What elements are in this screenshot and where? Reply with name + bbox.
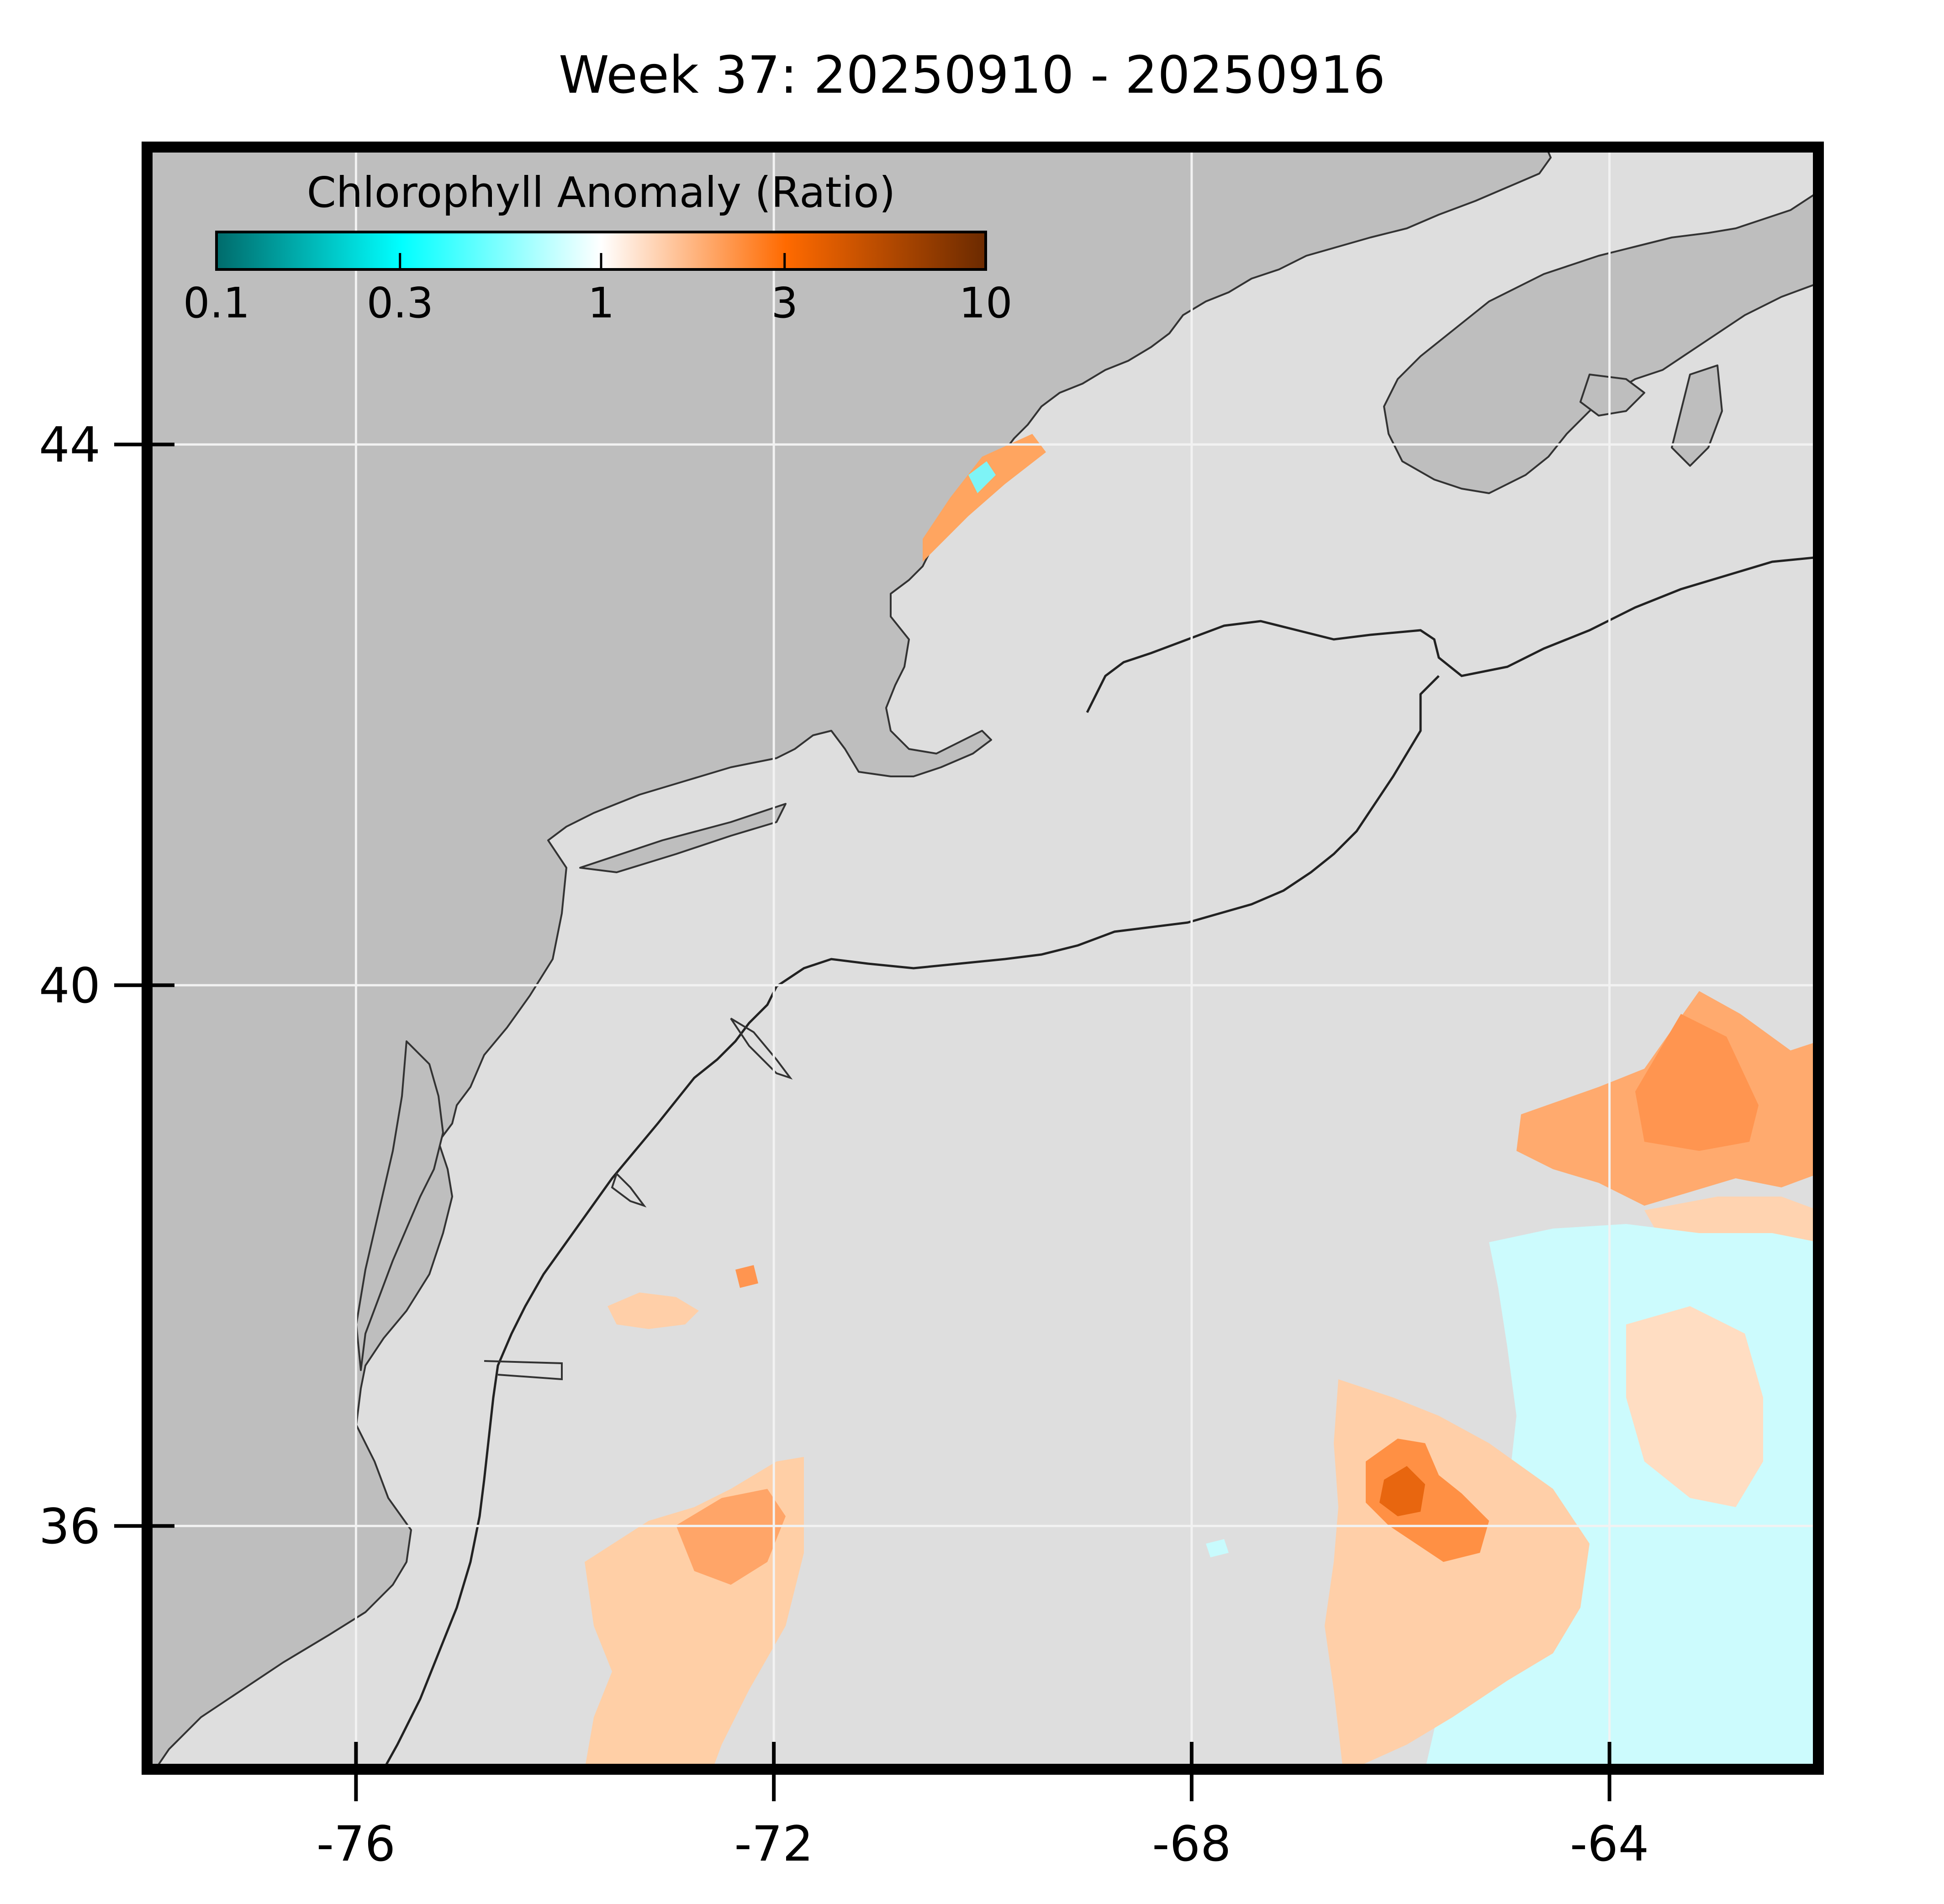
- shelf-contour-dc: [484, 1360, 563, 1381]
- anomaly-patch-south-strong: [676, 1489, 786, 1585]
- anomaly-patch-small-c: [1206, 1539, 1229, 1557]
- y-axis: 44 40 36: [39, 417, 174, 1555]
- colorbar-tick-label: 1: [588, 279, 615, 327]
- x-tick-label: -72: [734, 1816, 814, 1872]
- shelf-break-contour: [382, 556, 1818, 1769]
- anomaly-patch-small-a: [608, 1292, 699, 1329]
- map-title: Week 37: 20250910 - 20250916: [558, 46, 1386, 105]
- y-tick-label: 40: [39, 958, 100, 1014]
- colorbar-tick-label: 0.3: [367, 279, 433, 327]
- nova-scotia: [1383, 147, 1818, 494]
- land-layer: [147, 147, 1818, 1769]
- anomaly-patch-se-core: [1379, 1466, 1425, 1516]
- delmarva-peninsula: [355, 1040, 444, 1371]
- colorbar-tick-label: 3: [771, 279, 798, 327]
- anomaly-patch-se-strong: [1366, 1439, 1489, 1562]
- anomaly-patch-se-peach: [1626, 1306, 1763, 1507]
- long-island: [579, 803, 787, 873]
- colorbar-ticks: 0.1 0.3 1 3 10: [183, 253, 1013, 327]
- x-tick-label: -68: [1152, 1816, 1231, 1872]
- shelf-contour-hudson: [730, 1018, 793, 1080]
- anomaly-patch-ne-strong: [1635, 1014, 1759, 1151]
- anomaly-patch-maine-coast: [923, 434, 1046, 562]
- colorbar: Chlorophyll Anomaly (Ratio) 0.1 0.3 1 3 10: [183, 168, 1013, 327]
- pei-island: [1580, 374, 1645, 417]
- x-axis: -76 -72 -68 -64: [317, 1742, 1649, 1872]
- colorbar-tick-label: 10: [959, 279, 1012, 327]
- chlorophyll-patches: [585, 434, 1818, 1769]
- anomaly-patch-maine-cyan: [968, 461, 996, 493]
- colorbar-tick-label: 0.1: [183, 279, 250, 327]
- x-tick-label: -76: [317, 1816, 396, 1872]
- map-frame: [142, 142, 1824, 1775]
- x-tick-label: -64: [1570, 1816, 1649, 1872]
- y-tick-label: 36: [39, 1498, 100, 1555]
- map-area[interactable]: [147, 147, 1818, 1769]
- graticule: [147, 147, 1818, 1769]
- us-mainland: [147, 147, 1552, 1769]
- cape-breton: [1671, 364, 1723, 467]
- anomaly-patch-small-b: [735, 1265, 758, 1288]
- shelf-contour-nj: [611, 1172, 647, 1208]
- colorbar-label: Chlorophyll Anomaly (Ratio): [307, 168, 896, 217]
- y-tick-label: 44: [39, 417, 100, 473]
